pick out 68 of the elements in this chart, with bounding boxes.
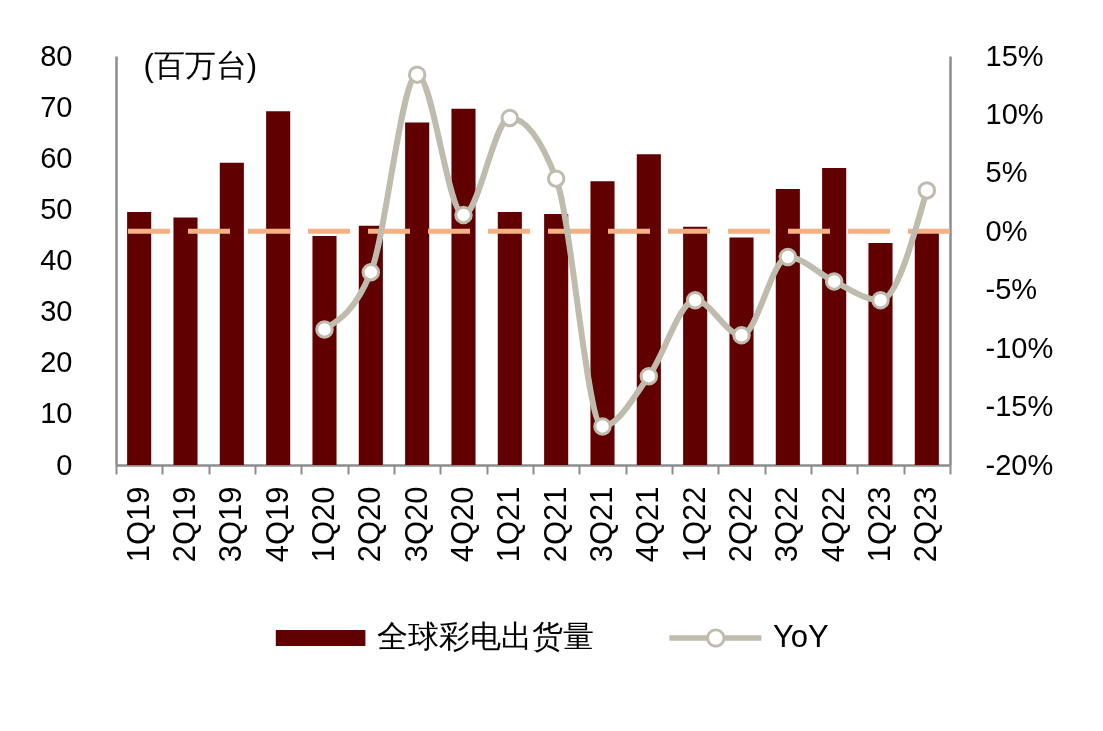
bar — [451, 108, 476, 465]
y-tick-label: 0 — [56, 448, 73, 481]
bar — [405, 122, 430, 465]
legend-label: 全球彩电出货量 — [377, 619, 594, 654]
bar — [683, 226, 708, 465]
y-tick-label: 80 — [40, 39, 73, 72]
x-tick-label: 4Q19 — [259, 486, 295, 563]
y2-tick-label: 15% — [985, 39, 1044, 72]
point — [315, 320, 334, 339]
y-tick-label: 40 — [40, 244, 73, 276]
y-tick-label: 10 — [40, 397, 73, 430]
bar — [590, 181, 615, 465]
legend-label: YoY — [773, 619, 829, 654]
x-tick-label: 1Q19 — [120, 486, 156, 563]
bar — [729, 237, 754, 465]
x-tick-label: 2Q21 — [537, 486, 573, 563]
bar — [127, 211, 152, 465]
bar — [775, 188, 800, 465]
point — [454, 205, 473, 225]
bar — [544, 213, 569, 465]
bar — [219, 162, 244, 465]
x-tick-label: 1Q20 — [306, 486, 341, 563]
y-tick-label: 20 — [40, 346, 73, 379]
x-tick-label: 4Q20 — [445, 486, 480, 563]
y-axis-title: (百万台) — [143, 47, 258, 83]
x-tick-label: 2Q19 — [167, 486, 202, 563]
point — [593, 417, 612, 436]
bar — [266, 111, 291, 465]
point — [778, 247, 798, 267]
x-tick-label: 3Q19 — [213, 486, 249, 563]
bar — [636, 154, 661, 465]
point — [361, 262, 381, 282]
x-tick-label: 1Q23 — [862, 486, 897, 563]
y-tick-label: 30 — [40, 295, 73, 328]
point — [917, 181, 937, 200]
x-tick-label: 4Q21 — [630, 486, 666, 563]
x-tick-label: 3Q21 — [584, 486, 619, 563]
point — [685, 291, 705, 310]
bar — [868, 243, 893, 465]
x-tick-label: 3Q20 — [398, 486, 434, 563]
x-tick-label: 2Q23 — [908, 486, 944, 563]
point — [871, 291, 890, 310]
point — [407, 65, 427, 84]
point — [639, 366, 659, 386]
y-tick-label: 50 — [40, 192, 73, 225]
x-tick-label: 2Q22 — [723, 486, 758, 563]
point — [546, 169, 566, 188]
point — [824, 272, 844, 291]
bar — [312, 235, 337, 465]
y2-tick-label: 0% — [985, 214, 1028, 247]
y2-tick-label: -15% — [985, 390, 1054, 423]
y-tick-label: 60 — [40, 141, 73, 174]
y2-tick-label: -5% — [985, 273, 1038, 306]
point — [500, 108, 520, 128]
bar — [497, 211, 522, 465]
x-tick-label: 1Q21 — [491, 486, 527, 563]
x-tick-label: 1Q22 — [676, 486, 712, 563]
y2-tick-label: 5% — [985, 156, 1028, 189]
y2-tick-label: 10% — [985, 97, 1044, 130]
x-tick-label: 3Q22 — [769, 486, 805, 563]
x-tick-label: 4Q22 — [815, 486, 851, 563]
y2-tick-label: -20% — [985, 448, 1054, 481]
y2-tick-label: -10% — [985, 331, 1054, 364]
bar — [822, 167, 847, 465]
point — [732, 326, 751, 345]
x-tick-label: 2Q20 — [352, 486, 388, 563]
y-tick-label: 70 — [40, 90, 73, 123]
bar — [173, 217, 198, 465]
